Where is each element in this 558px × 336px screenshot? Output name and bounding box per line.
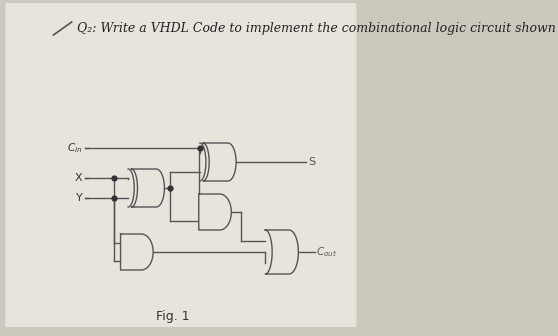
Text: Q₂: Write a VHDL Code to implement the combinational logic circuit shown in Fig.: Q₂: Write a VHDL Code to implement the c… bbox=[77, 22, 558, 35]
Text: S: S bbox=[308, 157, 315, 167]
Polygon shape bbox=[121, 234, 153, 270]
Text: Y: Y bbox=[76, 193, 83, 203]
Text: Fig. 1: Fig. 1 bbox=[156, 310, 190, 323]
Text: $C_{out}$: $C_{out}$ bbox=[316, 245, 337, 259]
Text: $C_{in}$: $C_{in}$ bbox=[68, 141, 83, 155]
Polygon shape bbox=[203, 143, 236, 181]
Polygon shape bbox=[131, 169, 165, 207]
Polygon shape bbox=[265, 230, 299, 274]
FancyBboxPatch shape bbox=[5, 3, 357, 327]
Polygon shape bbox=[199, 194, 232, 230]
Text: X: X bbox=[75, 173, 83, 183]
